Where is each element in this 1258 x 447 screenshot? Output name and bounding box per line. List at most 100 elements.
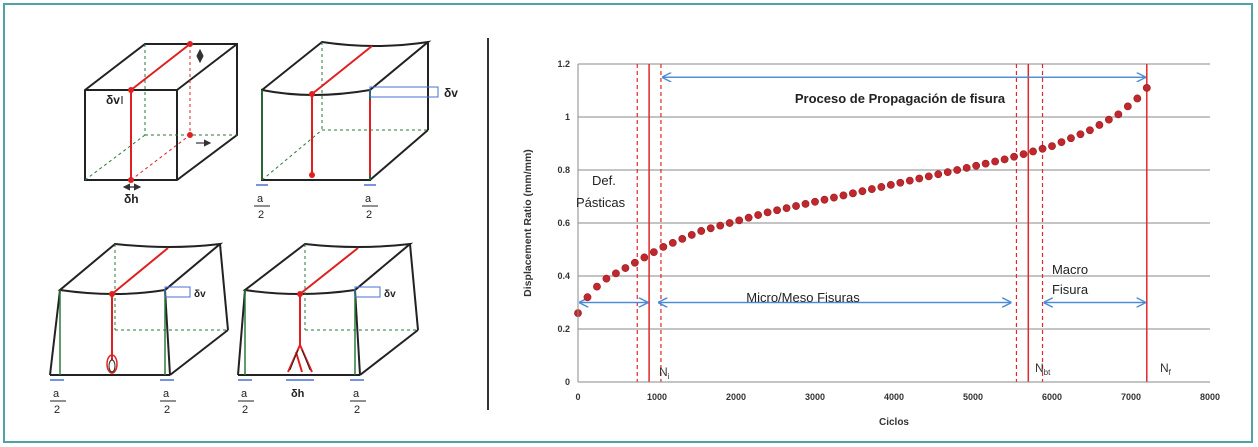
x-tick-label: 5000 — [963, 392, 983, 402]
data-point — [972, 161, 981, 170]
label-nf-sub: f — [1169, 368, 1172, 377]
annotation-def-line2: Pásticas — [576, 195, 626, 210]
deformation-diagrams: δv δh δv a 2 a — [49, 40, 458, 416]
y-tick-label: 0.8 — [557, 165, 570, 175]
data-point — [1142, 83, 1151, 92]
data-point — [953, 166, 962, 174]
diagram-crack-initiation: δv a 2 a 2 — [49, 242, 229, 416]
y-tick-label: 0.2 — [557, 324, 570, 334]
data-point — [1048, 142, 1056, 151]
data-point — [1000, 155, 1009, 164]
data-point — [1076, 130, 1085, 139]
data-point — [1104, 115, 1113, 124]
two-label-2b: 2 — [366, 209, 372, 221]
data-point — [649, 248, 658, 257]
data-point — [1057, 138, 1066, 147]
data-point — [725, 219, 734, 227]
data-point — [697, 227, 706, 235]
y-axis-title: Displacement Ratio (mm/mm) — [522, 149, 534, 297]
dv-label-1: δv — [106, 93, 120, 107]
data-point — [668, 238, 677, 247]
x-tick-label: 6000 — [1042, 392, 1062, 402]
a-label-3b: a — [163, 388, 170, 400]
x-tick-label: 3000 — [805, 392, 825, 402]
label-nf: Nf — [1160, 361, 1172, 377]
annotation-micro: Micro/Meso Fisuras — [746, 290, 860, 305]
data-point — [1095, 121, 1104, 129]
data-point — [991, 157, 1000, 166]
diagram-undeformed-cube: δv δh — [84, 41, 238, 206]
data-point — [602, 274, 611, 283]
y-tick-label: 1 — [565, 112, 570, 122]
data-point — [858, 187, 867, 196]
data-point — [763, 208, 772, 217]
two-label-4b: 2 — [354, 404, 360, 416]
data-point — [877, 183, 886, 191]
data-point — [1133, 94, 1142, 103]
diagram-vertical-deformation: δv a 2 a 2 — [254, 40, 458, 221]
two-label-4a: 2 — [242, 404, 248, 416]
data-point — [678, 234, 687, 243]
label-nbt-sub: bt — [1044, 368, 1051, 377]
data-point — [1086, 126, 1094, 135]
data-point — [792, 202, 800, 210]
data-point — [735, 216, 744, 225]
x-tick-label: 1000 — [647, 392, 667, 402]
data-point — [687, 231, 696, 239]
data-point — [773, 206, 781, 215]
data-point — [943, 168, 952, 177]
data-point — [583, 293, 592, 302]
data-point — [754, 211, 763, 219]
data-point — [905, 176, 914, 185]
data-point — [1010, 152, 1018, 161]
diagram-macro-crack: δv δh a 2 a 2 — [237, 242, 419, 416]
data-point — [640, 253, 649, 262]
label-ni: Ni — [659, 365, 670, 381]
data-point — [706, 224, 715, 233]
data-point — [716, 221, 725, 230]
dh-label-4: δh — [291, 388, 305, 400]
y-tick-label: 0.4 — [557, 271, 570, 281]
data-point — [1067, 134, 1075, 143]
data-point — [621, 264, 630, 272]
annotation-macro-line2: Fisura — [1052, 282, 1089, 297]
y-tick-label: 0 — [565, 377, 570, 387]
data-point — [782, 204, 791, 213]
data-point — [924, 172, 933, 181]
data-point — [896, 178, 905, 187]
label-nbt: Nbt — [1035, 361, 1051, 377]
data-point — [886, 180, 895, 189]
data-point — [830, 193, 838, 202]
data-point — [1029, 147, 1037, 156]
phase-boundaries — [636, 64, 1148, 382]
a-label-4b: a — [353, 388, 360, 400]
label-nbt-base: N — [1035, 361, 1044, 375]
two-label-3b: 2 — [164, 404, 170, 416]
x-tick-label: 8000 — [1200, 392, 1220, 402]
two-label-3a: 2 — [54, 404, 60, 416]
phase-arrows — [580, 77, 1145, 302]
y-tick-label: 0.6 — [557, 218, 570, 228]
data-point — [962, 163, 971, 172]
data-point — [867, 185, 876, 193]
data-point — [1114, 110, 1123, 119]
data-point — [593, 282, 601, 291]
data-series — [574, 83, 1151, 317]
data-point — [1019, 150, 1028, 158]
gridlines — [578, 63, 1210, 330]
data-point — [801, 200, 810, 208]
a-label-4a: a — [241, 388, 248, 400]
axes — [577, 64, 1210, 383]
a-label-3a: a — [53, 388, 60, 400]
label-nf-base: N — [1160, 361, 1169, 375]
annotation-macro-line1: Macro — [1052, 262, 1088, 277]
panel-divider — [487, 38, 489, 410]
annotation-def-line1: Def. — [592, 173, 616, 188]
data-point — [849, 189, 857, 198]
dv-label-3: δv — [194, 289, 206, 300]
a-label-2a: a — [257, 193, 264, 205]
annotation-propagation: Proceso de Propagación de fisura — [795, 91, 1006, 106]
x-tick-label: 2000 — [726, 392, 746, 402]
